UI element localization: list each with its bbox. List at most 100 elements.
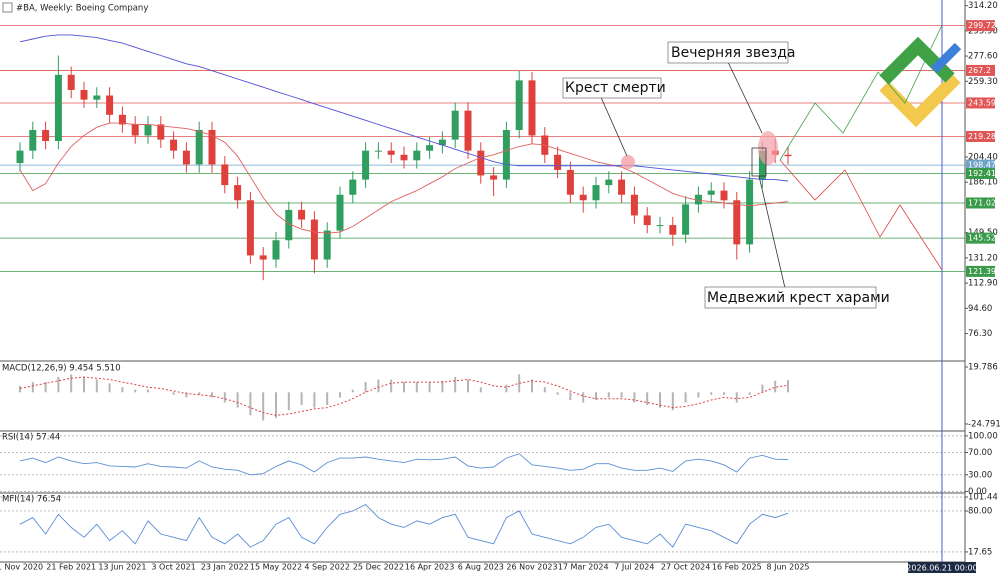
- level-label: 243.59: [968, 98, 996, 107]
- pointer: [599, 94, 628, 157]
- level-label: 121.39: [968, 267, 996, 276]
- level-label: 299.72: [968, 21, 996, 30]
- candle-body: [579, 194, 587, 201]
- logo-yellow: [879, 73, 961, 128]
- x-tick-label: 4 Sep 2022: [304, 563, 350, 572]
- candle-body: [566, 169, 574, 195]
- x-tick-label: 6 Aug 2023: [458, 563, 504, 572]
- x-tick-label: 1 Nov 2020: [0, 563, 43, 572]
- forecast-up: [779, 24, 943, 161]
- candle-body: [477, 150, 485, 176]
- candle-body: [528, 80, 536, 136]
- y-tick-label: 259.30: [968, 77, 998, 87]
- level-label: 192.41: [968, 169, 996, 178]
- candle-body: [643, 215, 651, 226]
- candle-body: [733, 200, 741, 245]
- candle-body: [285, 209, 293, 241]
- candle-body: [387, 150, 395, 155]
- level-label-box: [966, 130, 995, 142]
- candle-body: [426, 145, 434, 151]
- y-tick-label: 314.20: [968, 1, 998, 11]
- candle-body: [694, 194, 702, 205]
- x-tick-label: 13 Jun 2021: [98, 563, 146, 572]
- candle-body: [16, 150, 24, 164]
- y-tick-label: 70.00: [968, 448, 992, 458]
- candle-body: [374, 150, 382, 152]
- candle-body: [106, 95, 114, 115]
- candle-body: [67, 74, 75, 90]
- highlight: [621, 155, 635, 169]
- annotation-box: [704, 286, 877, 309]
- candle-body: [669, 225, 677, 235]
- cursor-label: 2026.06.21 00:00: [906, 564, 977, 573]
- highlight: [758, 131, 778, 165]
- level-label-box: [966, 265, 995, 277]
- y-tick-label: 19.786: [968, 363, 998, 373]
- candle-body: [234, 185, 242, 201]
- annotation: Медвежий крест харами: [707, 290, 890, 306]
- x-tick-label: 15 May 2022: [250, 563, 302, 572]
- x-tick-label: 27 Oct 2024: [661, 563, 710, 572]
- pointer: [727, 61, 763, 134]
- candle-body: [707, 190, 715, 195]
- x-tick-label: 21 Feb 2021: [46, 563, 96, 572]
- level-label-box: [966, 64, 995, 76]
- candle-body: [413, 150, 421, 161]
- candle-body: [259, 255, 267, 260]
- series-line: [19, 453, 789, 476]
- candle-body: [464, 110, 472, 151]
- level-label: 145.52: [968, 234, 996, 243]
- candle-body: [605, 179, 613, 186]
- level-label: 267.2: [968, 66, 991, 75]
- chart-title: #BA, Weekly: Boeing Company: [16, 4, 148, 14]
- x-tick-label: 16 Feb 2025: [712, 563, 762, 572]
- cursor-box: [908, 562, 976, 573]
- candle-body: [157, 124, 165, 140]
- y-tick-label: 80.00: [968, 507, 992, 517]
- level-label-box: [966, 20, 995, 32]
- y-tick-label: 101.44: [968, 492, 998, 502]
- candle-body: [208, 129, 216, 165]
- candle-body: [630, 194, 638, 216]
- candle-body: [246, 200, 254, 256]
- candle-body: [118, 114, 126, 125]
- y-tick-label: 0.00: [968, 487, 987, 497]
- candle-body: [298, 209, 306, 220]
- candle-body: [400, 154, 408, 161]
- candle-body: [438, 139, 446, 146]
- annotation: Крест смерти: [565, 80, 666, 96]
- y-tick-label: 94.60: [968, 304, 992, 314]
- candle-body: [323, 230, 331, 260]
- candle-body: [80, 90, 88, 100]
- annotation-box: [667, 41, 789, 64]
- series-line: [19, 122, 789, 234]
- level-label: 171.02: [968, 198, 996, 207]
- level-label-box: [966, 168, 995, 180]
- candle-body: [93, 95, 101, 100]
- pane-title: MACD(12,26,9) 9.454 5.510: [2, 364, 121, 374]
- x-tick-label: 17 Mar 2024: [558, 563, 609, 572]
- x-tick-label: 7 Jul 2024: [614, 563, 654, 572]
- annotation: Вечерняя звезда: [671, 45, 795, 61]
- y-tick-label: 17.65: [968, 547, 992, 557]
- level-label-box: [966, 97, 995, 109]
- candle-body: [195, 129, 203, 165]
- candle-body: [784, 154, 792, 157]
- candle-body: [310, 219, 318, 260]
- y-tick-label: 100.00: [968, 431, 998, 441]
- signal-line: [19, 376, 789, 416]
- x-tick-label: 26 Nov 2023: [506, 563, 557, 572]
- candle-body: [656, 225, 664, 227]
- candle-body: [490, 175, 498, 180]
- x-tick-label: 3 Oct 2021: [151, 563, 195, 572]
- forecast-down: [779, 159, 943, 271]
- candle-body: [349, 179, 357, 195]
- candle-body: [182, 150, 190, 165]
- x-tick-label: 25 Dec 2022: [353, 563, 404, 572]
- y-tick-label: 277.60: [968, 52, 998, 62]
- y-tick-label: 186.10: [968, 178, 998, 188]
- candle-body: [515, 80, 523, 130]
